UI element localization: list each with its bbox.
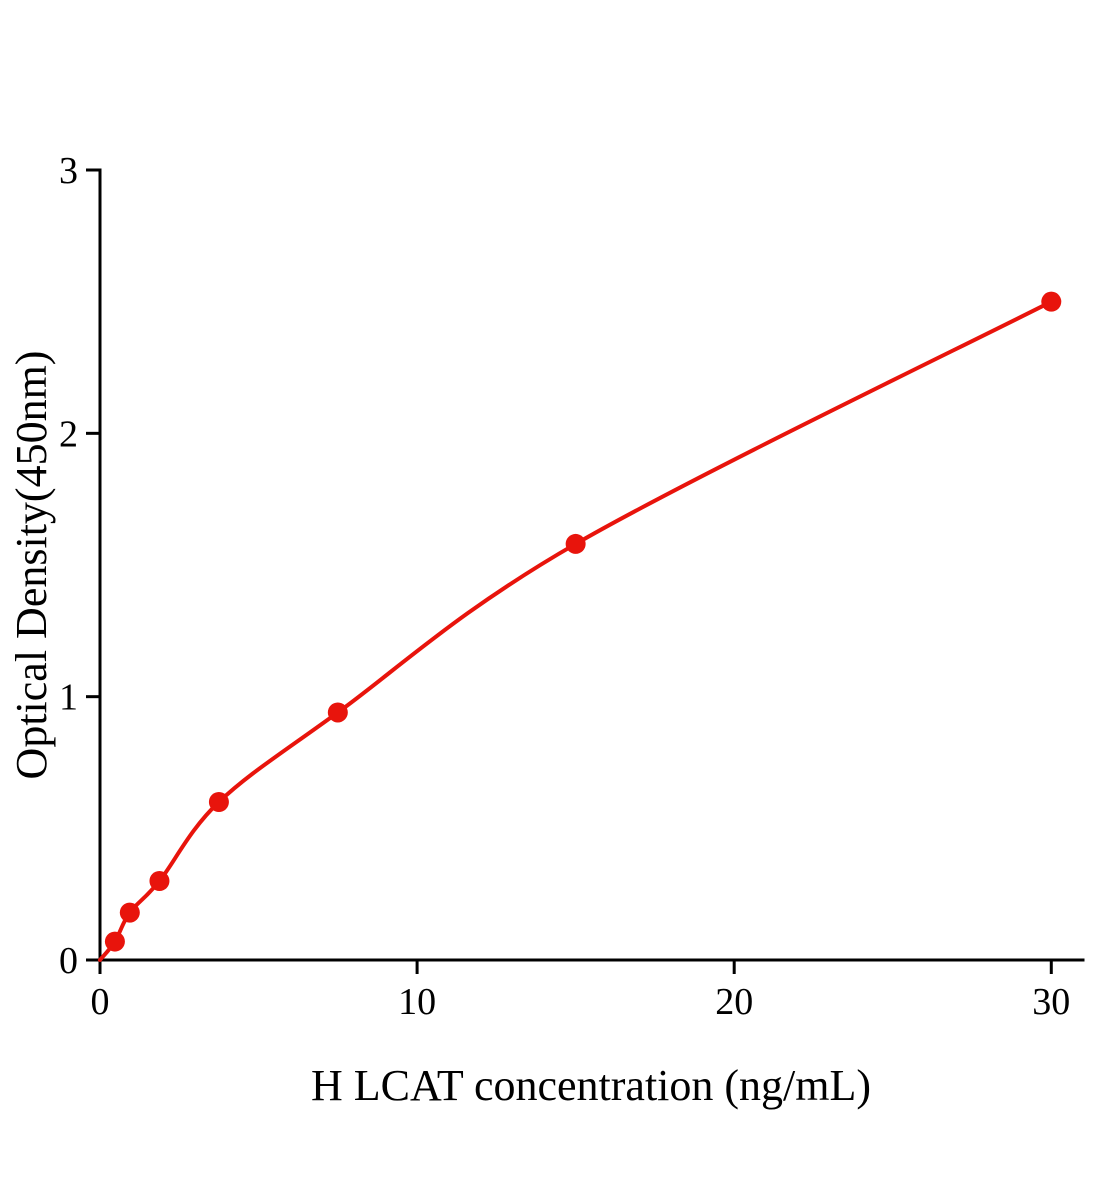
x-tick-label: 20 xyxy=(715,981,753,1023)
data-point xyxy=(208,792,229,812)
x-axis-title: H LCAT concentration (ng/mL) xyxy=(311,1061,871,1110)
data-point xyxy=(565,533,586,554)
plot-area: 0 10 20 30 0 1 2 3 xyxy=(59,150,1085,1023)
y-tick-label: 1 xyxy=(59,677,78,719)
data-point xyxy=(327,702,348,723)
data-point xyxy=(119,902,140,923)
y-axis-title: Optical Density(450nm) xyxy=(7,351,56,780)
y-tick-label: 2 xyxy=(59,413,78,455)
fit-curve xyxy=(98,299,1054,962)
x-tick-label: 0 xyxy=(91,981,110,1023)
data-point xyxy=(104,931,125,952)
y-tick-label: 3 xyxy=(59,150,78,192)
y-tick-label: 0 xyxy=(59,940,78,982)
data-point xyxy=(1041,291,1062,312)
x-tick-label: 30 xyxy=(1032,981,1070,1023)
x-tick-label: 10 xyxy=(398,981,436,1023)
data-point xyxy=(149,871,170,891)
